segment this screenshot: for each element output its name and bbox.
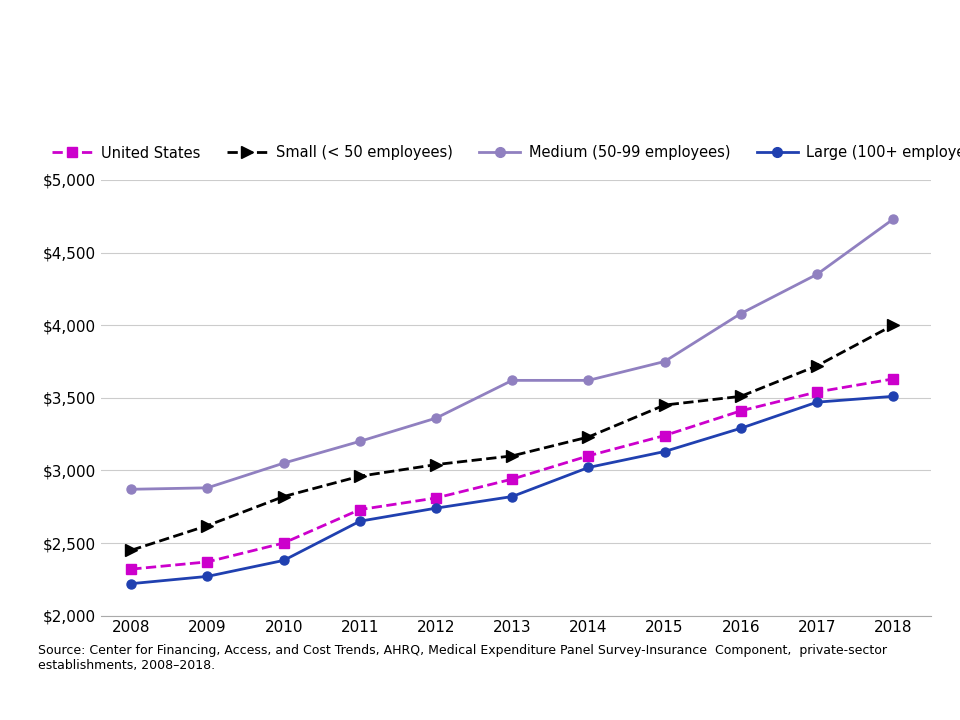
Text: Source: Center for Financing, Access, and Cost Trends, AHRQ, Medical Expenditure: Source: Center for Financing, Access, an… [38, 644, 887, 672]
Text: Figure 11. Average annual employee contribution (in dollars) for: Figure 11. Average annual employee contr… [44, 37, 781, 55]
Text: employee-plus-one coverage, overall and by firm size, 2008–2018: employee-plus-one coverage, overall and … [39, 85, 786, 104]
Legend: United States, Small (< 50 employees), Medium (50-99 employees), Large (100+ emp: United States, Small (< 50 employees), M… [46, 140, 960, 166]
